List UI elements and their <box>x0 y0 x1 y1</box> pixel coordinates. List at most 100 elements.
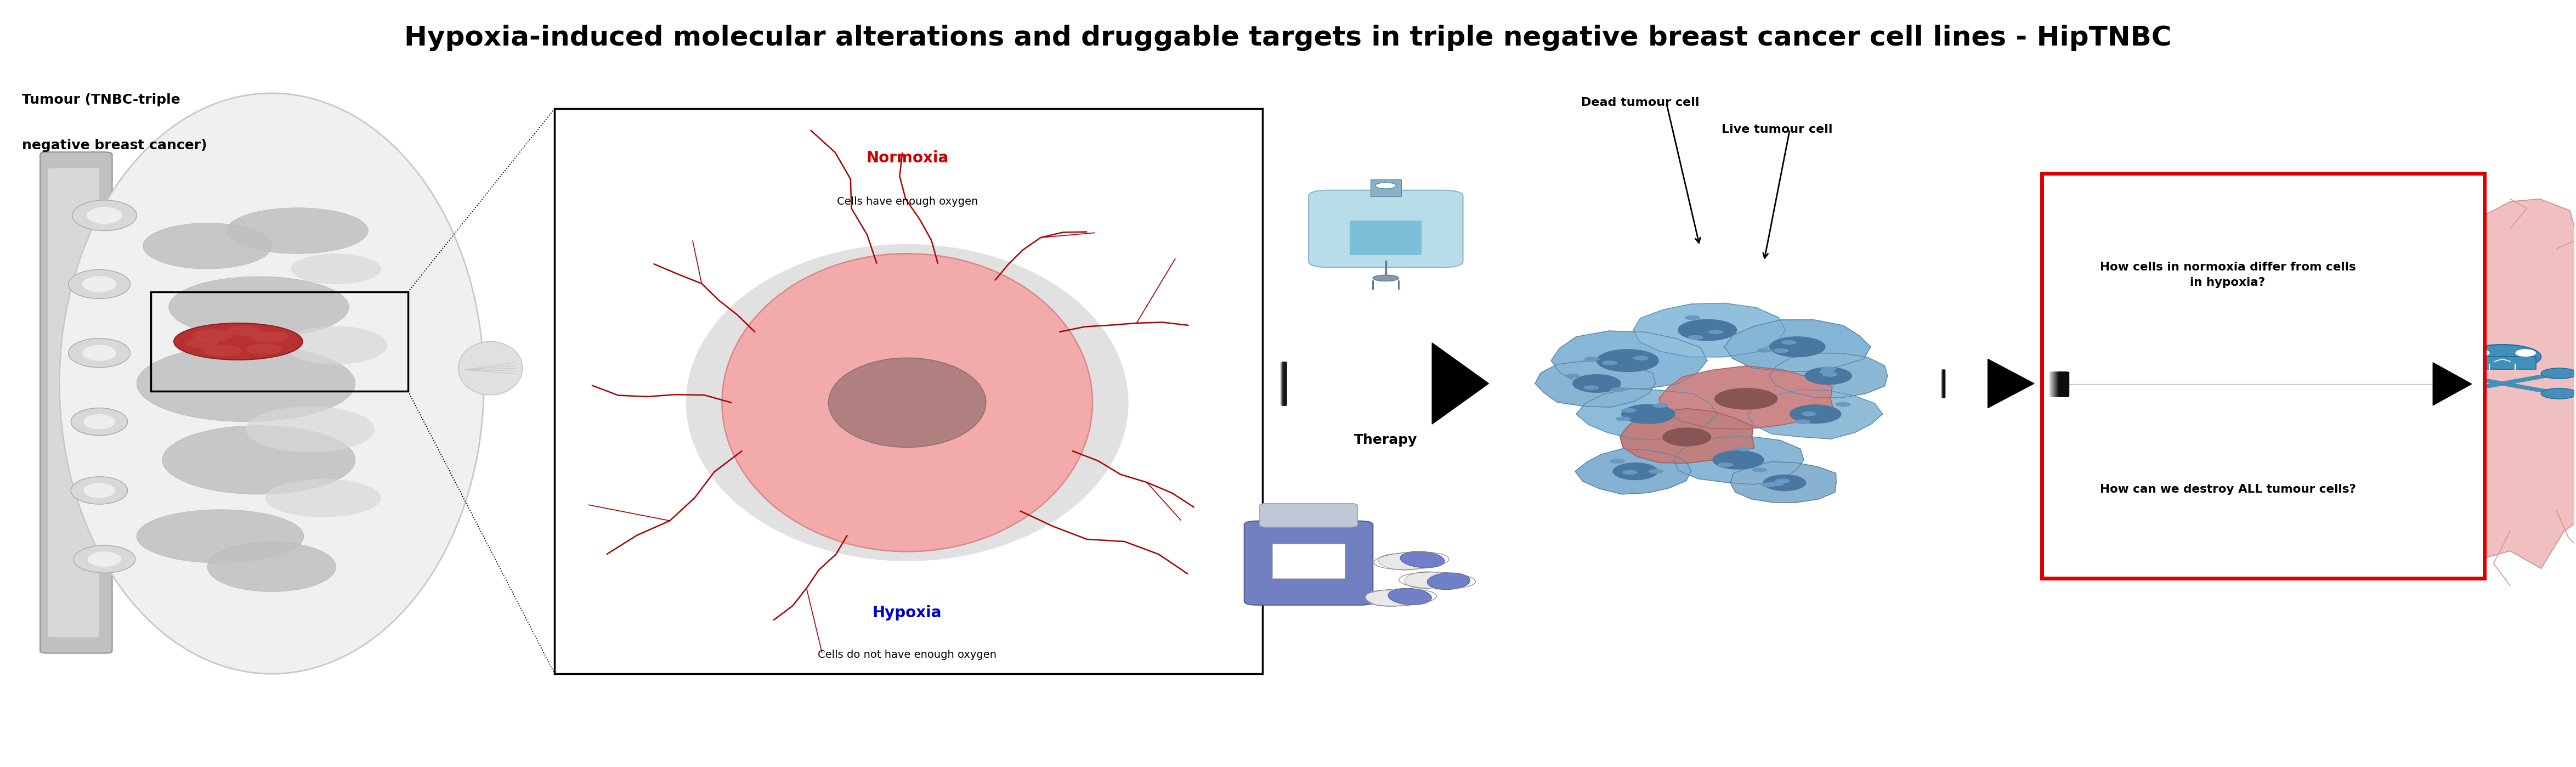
Polygon shape <box>1659 366 1834 429</box>
Circle shape <box>1584 385 1600 390</box>
Ellipse shape <box>1620 404 1674 424</box>
Ellipse shape <box>227 208 368 254</box>
Ellipse shape <box>1713 388 1777 410</box>
Bar <box>1273 544 1345 578</box>
Polygon shape <box>2432 363 2470 405</box>
Polygon shape <box>1633 303 1785 357</box>
Polygon shape <box>1731 462 1837 502</box>
Ellipse shape <box>72 477 129 504</box>
Ellipse shape <box>2463 344 2540 369</box>
Text: Cells have enough oxygen: Cells have enough oxygen <box>837 196 979 207</box>
Bar <box>2043 173 2483 578</box>
Ellipse shape <box>1571 374 1620 393</box>
Ellipse shape <box>59 94 484 673</box>
Circle shape <box>1564 374 1579 378</box>
Ellipse shape <box>1762 475 1806 491</box>
Ellipse shape <box>137 345 355 422</box>
Circle shape <box>1654 403 1667 408</box>
Circle shape <box>2427 368 2463 379</box>
Ellipse shape <box>2468 349 2488 357</box>
Ellipse shape <box>1770 337 1826 357</box>
Circle shape <box>1770 482 1785 486</box>
Ellipse shape <box>175 323 301 360</box>
Circle shape <box>1685 315 1700 320</box>
Ellipse shape <box>72 200 137 231</box>
Bar <box>1370 179 1401 196</box>
Ellipse shape <box>82 276 116 292</box>
Bar <box>152 291 407 391</box>
Ellipse shape <box>162 426 355 494</box>
Bar <box>1350 221 1422 255</box>
Ellipse shape <box>185 338 219 348</box>
Polygon shape <box>1770 354 1888 398</box>
Polygon shape <box>1989 359 2035 408</box>
Polygon shape <box>1674 436 1803 485</box>
Circle shape <box>1795 420 1811 424</box>
FancyBboxPatch shape <box>41 152 113 653</box>
Polygon shape <box>1574 449 1690 494</box>
Circle shape <box>1801 412 1816 416</box>
Circle shape <box>2427 388 2463 399</box>
Ellipse shape <box>1365 590 1409 607</box>
Ellipse shape <box>1378 554 1422 570</box>
Circle shape <box>1775 479 1790 483</box>
Circle shape <box>1757 348 1772 353</box>
Text: Hypoxia-induced molecular alterations and druggable targets in triple negative b: Hypoxia-induced molecular alterations an… <box>404 25 2172 51</box>
Ellipse shape <box>721 254 1092 551</box>
Polygon shape <box>1432 343 1489 424</box>
Ellipse shape <box>685 244 1128 561</box>
Text: Normoxia: Normoxia <box>866 150 948 166</box>
Ellipse shape <box>1597 349 1659 372</box>
Circle shape <box>1762 482 1777 487</box>
Text: How cells in normoxia differ from cells
in hypoxia?: How cells in normoxia differ from cells … <box>2099 262 2354 288</box>
Ellipse shape <box>88 207 121 224</box>
Circle shape <box>1615 416 1631 421</box>
Ellipse shape <box>85 483 116 498</box>
FancyBboxPatch shape <box>49 168 100 637</box>
Circle shape <box>1834 402 1850 407</box>
Circle shape <box>1819 370 1834 374</box>
Ellipse shape <box>144 223 270 269</box>
Ellipse shape <box>829 358 987 447</box>
Circle shape <box>1610 459 1625 463</box>
Bar <box>554 108 1262 673</box>
Text: negative breast cancer): negative breast cancer) <box>23 139 206 152</box>
Ellipse shape <box>1376 183 1396 189</box>
Ellipse shape <box>75 545 137 573</box>
Ellipse shape <box>70 338 131 367</box>
Ellipse shape <box>1662 427 1710 446</box>
Ellipse shape <box>1713 450 1765 469</box>
FancyBboxPatch shape <box>1260 503 1358 527</box>
Circle shape <box>1620 408 1636 413</box>
Circle shape <box>1821 372 1837 377</box>
Text: Tumour (TNBC-triple: Tumour (TNBC-triple <box>23 94 180 107</box>
Polygon shape <box>1577 389 1718 439</box>
Ellipse shape <box>193 329 232 341</box>
Circle shape <box>1584 357 1600 361</box>
Ellipse shape <box>1388 588 1432 605</box>
Circle shape <box>1708 330 1723 334</box>
Polygon shape <box>1620 409 1754 463</box>
Text: Cells do not have enough oxygen: Cells do not have enough oxygen <box>817 650 997 660</box>
FancyBboxPatch shape <box>1309 190 1463 268</box>
Polygon shape <box>1747 390 1883 439</box>
Circle shape <box>1752 468 1767 472</box>
Ellipse shape <box>1401 551 1445 568</box>
Ellipse shape <box>283 326 386 364</box>
Ellipse shape <box>265 479 381 517</box>
Circle shape <box>1736 446 1752 451</box>
Ellipse shape <box>459 341 523 395</box>
Ellipse shape <box>137 509 304 563</box>
Ellipse shape <box>291 254 381 285</box>
Ellipse shape <box>1373 275 1399 281</box>
Circle shape <box>1772 348 1788 353</box>
Circle shape <box>1718 463 1734 467</box>
Bar <box>2468 357 2535 369</box>
Ellipse shape <box>245 407 374 453</box>
Ellipse shape <box>204 345 242 357</box>
Ellipse shape <box>1806 367 1852 385</box>
Circle shape <box>1780 340 1795 344</box>
Circle shape <box>1633 356 1649 360</box>
Polygon shape <box>1723 320 1870 372</box>
Circle shape <box>1623 470 1638 475</box>
